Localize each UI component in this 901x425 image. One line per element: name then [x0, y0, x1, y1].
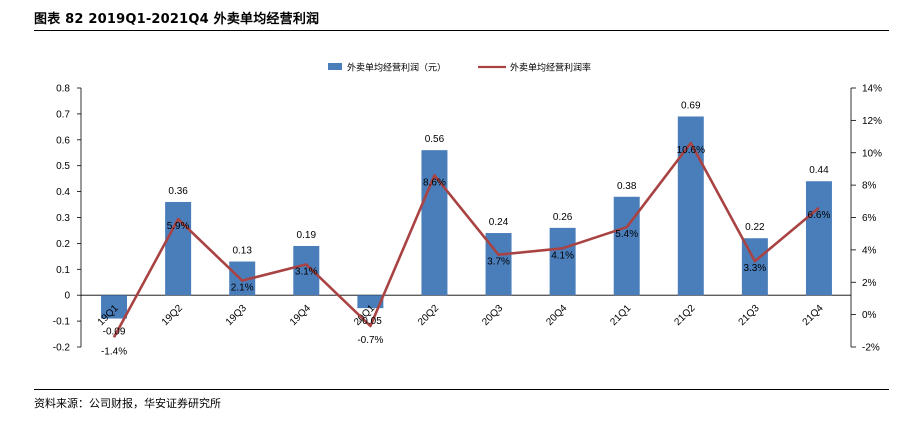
left-axis-tick-label: 0.2 [56, 239, 70, 250]
bar-19Q4 [293, 245, 320, 296]
x-tick-labels: 19Q1 19Q2 19Q3 19Q4 20Q1 20Q2 20Q3 20Q4 21Q1 21Q2… [96, 303, 826, 328]
right-axis-tick-label: 8% [862, 181, 877, 192]
line-value-label-21Q3: 3.3% [743, 263, 766, 274]
bar-value-label-20Q4: 0.26 [553, 212, 573, 223]
source-rule [34, 389, 889, 390]
legend-label-bar: 外卖单均经营利润（元） [347, 62, 446, 73]
right-axis-tick-label: 12% [862, 116, 882, 127]
left-axis-tick-label: 0.1 [56, 265, 70, 276]
bar-19Q1 [101, 295, 128, 319]
bar-series [101, 116, 832, 319]
line-value-label-20Q2: 8.6% [423, 177, 446, 188]
x-tick-label-21Q2: 21Q2 [672, 303, 697, 328]
left-axis-tick-label: 0.7 [56, 109, 70, 120]
bar-21Q2 [677, 116, 704, 296]
bar-value-label-21Q4: 0.44 [809, 165, 829, 176]
left-axis-tick-label: 0 [64, 291, 70, 302]
line-value-label-20Q1: -0.7% [357, 335, 383, 346]
data-labels: -0.09 0.36 0.13 0.19 -0.05 0.56 0.24 0.26 0.38 0.… [101, 100, 830, 357]
bar-value-label-21Q3: 0.22 [745, 222, 765, 233]
right-axis-tick-label: 2% [862, 278, 877, 289]
title-rule [34, 30, 889, 31]
x-tick-label-21Q1: 21Q1 [608, 303, 633, 328]
chart-axes: -0.2 -0.1 0 0.1 0.2 0.3 0.4 0.5 0.6 0.7 0.8 -2% 0% 2%… [53, 84, 882, 354]
line-value-label-19Q4: 3.1% [295, 266, 318, 277]
line-value-label-19Q3: 2.1% [231, 283, 254, 294]
legend-label-line: 外卖单均经营利润率 [510, 62, 591, 73]
bar-21Q4 [805, 181, 832, 296]
line-series [112, 141, 820, 338]
left-axis-tick-label: -0.1 [53, 317, 71, 328]
right-axis-tick-label: -2% [862, 343, 880, 354]
left-axis-tick-label: 0.5 [56, 161, 70, 172]
left-axis-tick-label: -0.2 [53, 343, 71, 354]
legend-swatch-bar [328, 63, 342, 70]
x-tick-label-20Q2: 20Q2 [416, 303, 441, 328]
right-axis-tick-label: 0% [862, 310, 877, 321]
bar-value-label-21Q1: 0.38 [617, 181, 637, 192]
bar-value-label-21Q2: 0.69 [681, 100, 701, 111]
bar-value-label-20Q2: 0.56 [425, 134, 445, 145]
x-tick-label-20Q3: 20Q3 [480, 303, 505, 328]
x-tick-label-21Q4: 21Q4 [801, 303, 826, 328]
right-axis-tick-label: 14% [862, 84, 882, 95]
left-axis-tick-label: 0.3 [56, 213, 70, 224]
left-axis-tick-label: 0.6 [56, 135, 70, 146]
bar-20Q2 [421, 150, 448, 296]
right-axis-tick-label: 10% [862, 148, 882, 159]
line-value-label-21Q2: 10.6% [677, 145, 705, 156]
bar-20Q1 [357, 295, 384, 309]
line-value-label-20Q3: 3.7% [487, 257, 510, 268]
line-margin-series [112, 141, 820, 338]
bar-value-label-19Q4: 0.19 [297, 230, 317, 241]
chart-legend: 外卖单均经营利润（元） 外卖单均经营利润率 [328, 62, 591, 73]
source-note: 资料来源：公司财报，华安证券研究所 [34, 397, 221, 410]
line-value-label-21Q4: 6.6% [808, 210, 831, 221]
bar-21Q1 [613, 196, 640, 296]
x-tick-label-19Q2: 19Q2 [160, 303, 185, 328]
left-axis-tick-label: 0.8 [56, 84, 70, 95]
figure-title: 图表 82 2019Q1-2021Q4 外卖单均经营利润 [34, 12, 320, 27]
x-tick-label-19Q3: 19Q3 [224, 303, 249, 328]
left-axis-tick-label: 0.4 [56, 187, 70, 198]
combo-chart: 外卖单均经营利润（元） 外卖单均经营利润率 -0.2 -0.1 0 0.1 0.2 0.3… [53, 62, 882, 358]
line-value-label-19Q2: 5.9% [167, 221, 190, 232]
x-tick-label-21Q3: 21Q3 [737, 303, 762, 328]
bar-value-label-20Q1: -0.05 [359, 316, 382, 327]
right-axis-tick-label: 4% [862, 245, 877, 256]
line-value-label-19Q1: -1.4% [101, 346, 127, 357]
right-axis-tick-label: 6% [862, 213, 877, 224]
x-tick-label-19Q4: 19Q4 [288, 303, 313, 328]
bar-value-label-19Q1: -0.09 [103, 327, 126, 338]
bar-value-label-20Q3: 0.24 [489, 217, 509, 228]
line-value-label-20Q4: 4.1% [551, 250, 574, 261]
bar-20Q4 [549, 227, 576, 296]
bar-19Q2 [165, 201, 192, 296]
line-value-label-21Q1: 5.4% [615, 229, 638, 240]
bar-value-label-19Q3: 0.13 [232, 246, 252, 257]
bar-value-label-19Q2: 0.36 [168, 186, 188, 197]
x-tick-label-20Q4: 20Q4 [544, 303, 569, 328]
